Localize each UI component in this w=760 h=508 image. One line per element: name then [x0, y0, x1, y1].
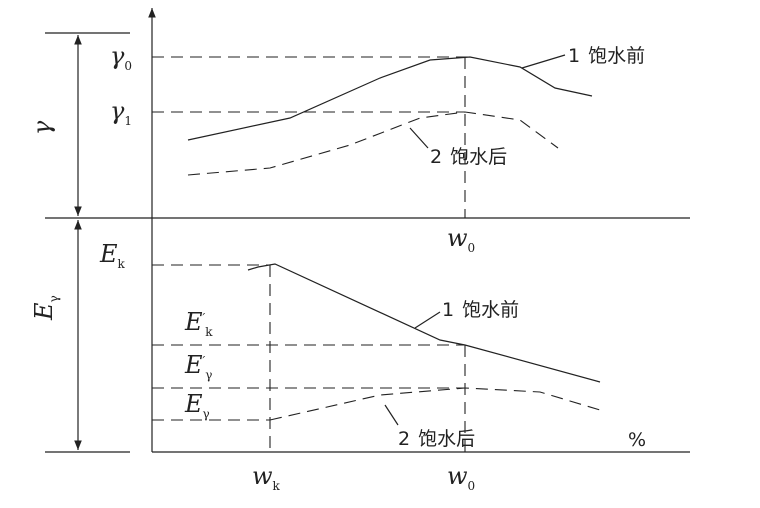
curve-name: 饱水后 — [450, 146, 507, 168]
e-k: Ek — [99, 240, 126, 271]
subscript: 0 — [124, 59, 132, 73]
symbol: γ — [110, 42, 125, 70]
curve-number: 2 — [430, 146, 442, 168]
subscript: k — [205, 325, 213, 339]
symbol: E — [30, 302, 58, 321]
subscript: 1 — [124, 114, 132, 128]
symbol: E — [99, 240, 118, 268]
curve-name: 饱水后 — [418, 428, 475, 450]
curve-label: 1 饱水前 — [568, 45, 645, 67]
axes — [45, 8, 690, 453]
curve-label: 2 饱水后 — [398, 428, 475, 450]
curve-name: 饱水前 — [462, 299, 519, 321]
subscript: γ — [203, 407, 210, 421]
e-gamma: Eγ — [184, 390, 210, 421]
x-mark: wk — [252, 462, 281, 493]
e-gamma-prime: E′γ — [184, 351, 212, 382]
x-mark: w0 — [447, 462, 475, 493]
gamma-1: γ1 — [110, 97, 132, 128]
axis-label: Eγ — [30, 295, 61, 321]
symbol: γ — [110, 97, 125, 125]
curve-label: 1 饱水前 — [442, 299, 519, 321]
gamma-0: γ0 — [110, 42, 132, 73]
top-curves — [152, 54, 593, 218]
prime: ′ — [203, 354, 206, 368]
curve-number: 1 — [568, 45, 580, 67]
subscript: γ — [47, 295, 61, 302]
subscript: 0 — [468, 479, 476, 493]
symbol: w — [447, 224, 468, 252]
subscript: 0 — [468, 241, 476, 255]
curve-name: 饱水前 — [588, 45, 645, 67]
symbol: E — [184, 390, 203, 418]
prime: ′ — [203, 311, 206, 325]
curve-number: 2 — [398, 428, 410, 450]
x-mark: w0 — [447, 224, 475, 255]
axis-label: γ — [28, 120, 56, 135]
symbol: w — [447, 462, 468, 490]
unit: % — [628, 429, 646, 451]
symbol: E — [184, 351, 203, 379]
curve-label: 2 饱水后 — [430, 146, 507, 168]
subscript: γ — [205, 368, 212, 382]
subscript: k — [118, 257, 126, 271]
e-k-prime: E′k — [184, 308, 213, 339]
subscript: k — [273, 479, 281, 493]
bottom-curves — [152, 263, 601, 452]
symbol: E — [184, 308, 203, 336]
curve-number: 1 — [442, 299, 454, 321]
symbol: w — [252, 462, 273, 490]
